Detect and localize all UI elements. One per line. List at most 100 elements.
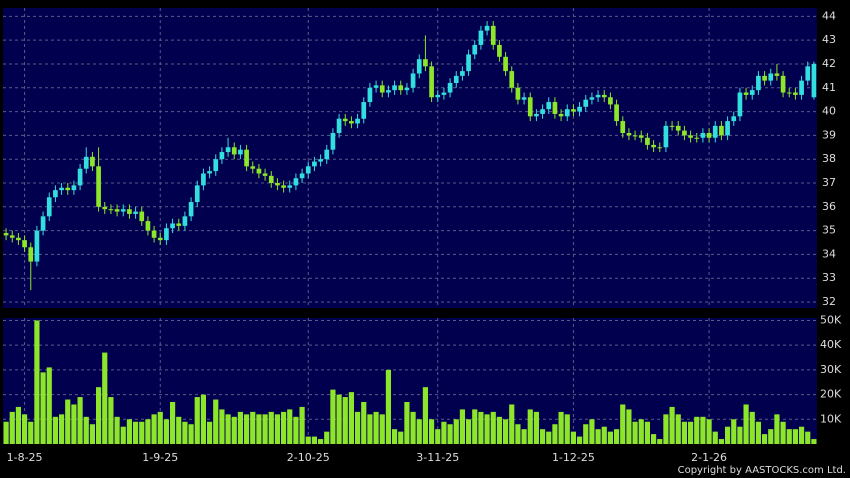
volume-bar [15, 406, 22, 444]
volume-bar [509, 404, 515, 444]
volume-bar [404, 402, 410, 444]
volume-bar [114, 416, 120, 444]
candle-body [231, 147, 237, 155]
candle-body [466, 54, 471, 72]
candle-body [22, 240, 27, 248]
volume-bar [743, 404, 749, 444]
candle-body [59, 187, 64, 191]
volume-bar [601, 426, 607, 444]
volume-bar [342, 397, 348, 444]
volume-bar [385, 369, 392, 444]
volume-bar [410, 411, 416, 444]
y-tick-label: 50K [820, 313, 842, 326]
candle-body [71, 185, 77, 191]
x-tick-label: 2-10-25 [287, 451, 330, 464]
volume-bar [657, 439, 663, 444]
candle-body [151, 230, 157, 238]
volume-bar [391, 429, 398, 444]
candle-body [96, 166, 101, 207]
candle-body [595, 94, 601, 98]
volume-bar [3, 421, 9, 444]
volume-bar [28, 421, 34, 444]
candle-body [509, 71, 515, 88]
candle-body [164, 228, 169, 241]
candle-body [799, 80, 804, 95]
volume-bar [176, 416, 182, 444]
candle-body [484, 25, 490, 31]
candle-body [170, 223, 175, 229]
volume-bar [250, 411, 256, 444]
candle-body [299, 173, 305, 179]
candle-body [133, 211, 138, 214]
x-tick-label: 1-9-25 [142, 451, 178, 464]
volume-bar [552, 424, 558, 444]
volume-bar [638, 419, 644, 444]
candle-body [312, 161, 317, 167]
volume-bar [681, 421, 688, 444]
candle-body [225, 147, 231, 153]
volume-bar [34, 320, 40, 444]
candle-body [688, 135, 693, 138]
volume-bar [533, 411, 540, 444]
candle-body [774, 73, 780, 76]
candle-body [361, 102, 367, 119]
candle-body [416, 59, 422, 74]
y-tick-label: 10K [820, 412, 842, 425]
candle-body [287, 185, 293, 188]
y-tick-label: 33 [822, 271, 836, 284]
volume-bar [95, 387, 102, 444]
candle-body [330, 133, 336, 150]
candle-body [16, 237, 21, 241]
y-tick-label: 35 [822, 224, 836, 237]
volume-bar [650, 434, 657, 444]
candle-body [77, 168, 83, 186]
candle-body [657, 147, 663, 149]
candle-body [441, 92, 447, 95]
y-tick-label: 39 [822, 128, 836, 141]
y-tick-label: 38 [822, 152, 836, 165]
y-tick-label: 41 [822, 81, 836, 94]
candle-body [558, 113, 564, 117]
volume-bar [774, 414, 780, 444]
candle-body [386, 90, 391, 93]
candle-body [318, 159, 323, 162]
volume-bar [46, 367, 52, 444]
volume-bar [724, 426, 731, 444]
candle-body [552, 102, 558, 114]
volume-bar [9, 411, 15, 444]
candle-body [725, 121, 730, 136]
volume-bar [299, 406, 305, 444]
volume-bar [786, 429, 792, 444]
volume-bar [151, 414, 157, 444]
candle-body [324, 149, 330, 160]
volume-bar [761, 434, 768, 444]
volume-bar [83, 416, 89, 444]
volume-bar [626, 409, 632, 444]
candle-body [238, 149, 243, 155]
volume-bar [737, 426, 743, 444]
candle-body [651, 144, 656, 148]
volume-bar [669, 406, 675, 444]
candle-body [392, 85, 397, 91]
candle-body [398, 85, 404, 91]
candle-body [9, 235, 15, 238]
volume-bar [126, 419, 133, 444]
candle-body [423, 59, 428, 67]
y-tick-label: 20K [820, 388, 842, 401]
candle-body [626, 133, 632, 136]
volume-bar [589, 419, 595, 444]
candle-body [83, 156, 89, 169]
candle-body [305, 166, 311, 174]
volume-bar [675, 414, 681, 444]
candle-body [780, 75, 786, 93]
candle-body [546, 102, 552, 110]
price-panel [3, 8, 817, 308]
candle-body [90, 156, 95, 167]
candle-body [293, 178, 299, 186]
volume-bar [780, 421, 786, 444]
volume-bar [52, 416, 59, 444]
volume-bar [243, 414, 250, 444]
candle-body [706, 133, 712, 138]
volume-bar [361, 402, 367, 444]
volume-bar [595, 429, 601, 444]
